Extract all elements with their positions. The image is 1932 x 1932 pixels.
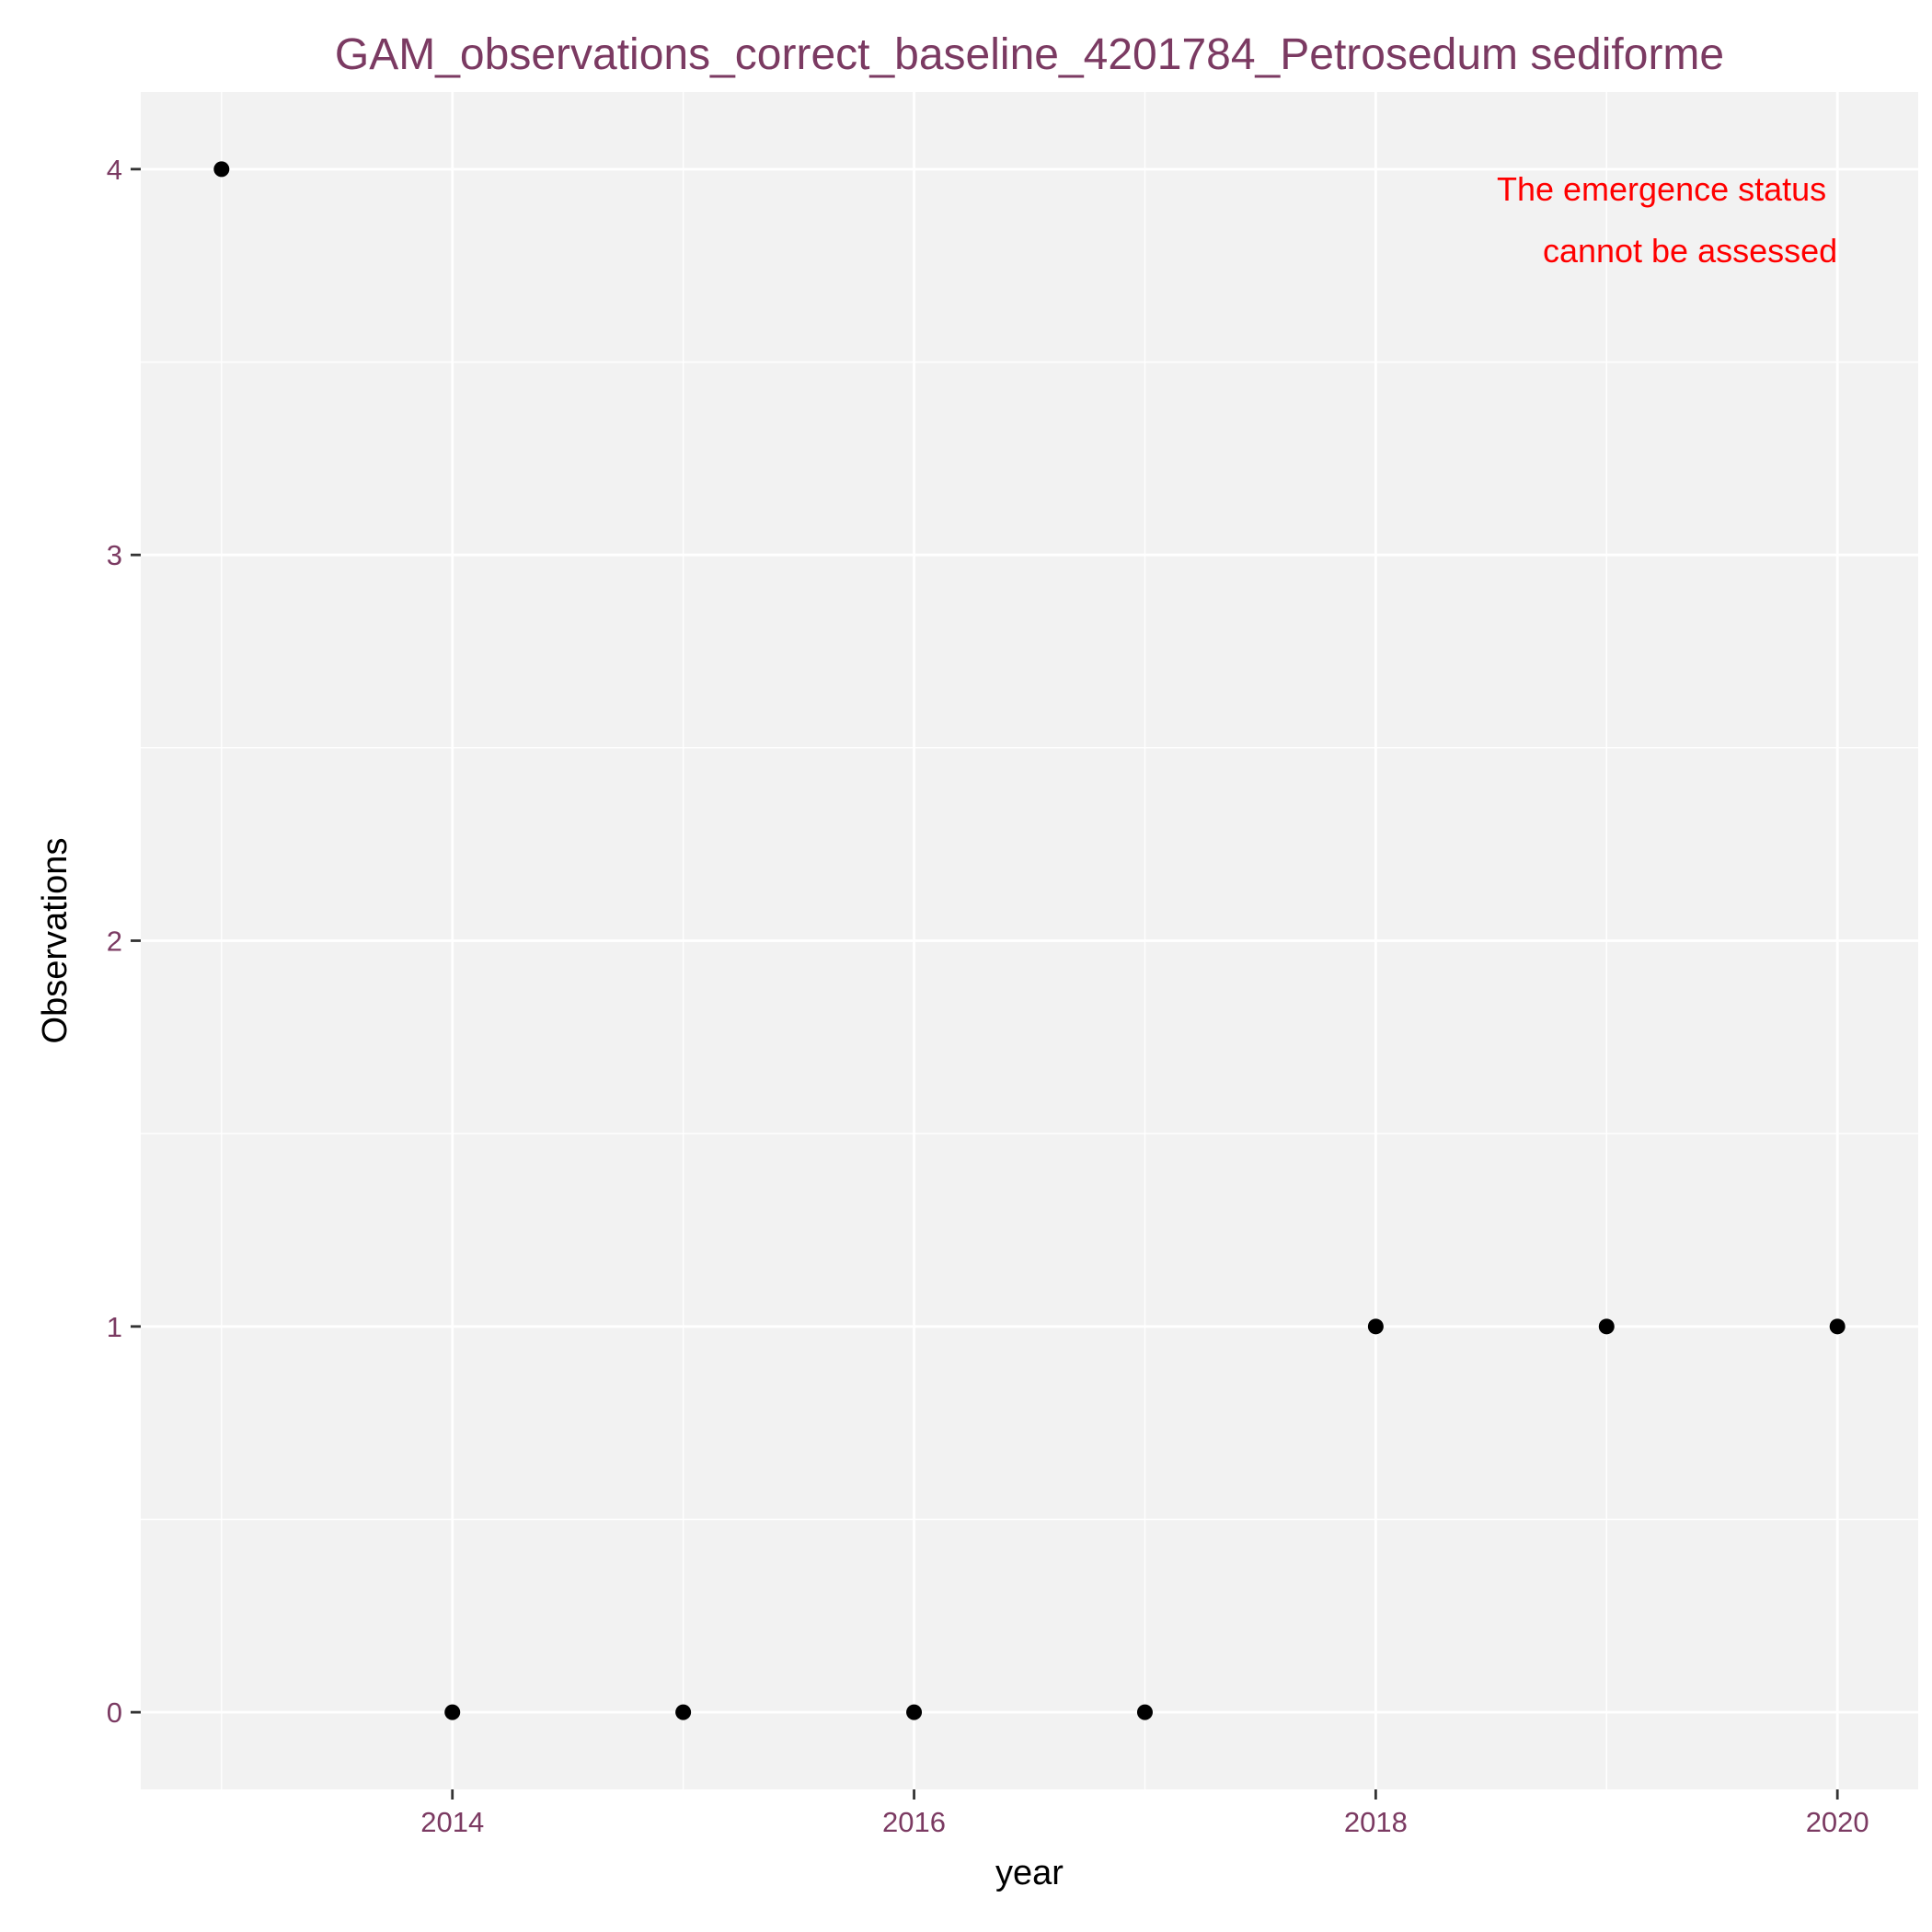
y-tick-label: 0 <box>107 1696 122 1729</box>
data-point <box>1829 1318 1846 1335</box>
x-tick-label: 2018 <box>1344 1806 1408 1838</box>
x-axis: 2014 2016 2018 2020 <box>420 1789 1869 1838</box>
annotation-line-2: cannot be assessed <box>1543 232 1837 270</box>
x-tick-label: 2014 <box>420 1806 484 1838</box>
y-axis-label: Observations <box>36 838 75 1044</box>
y-tick-label: 4 <box>107 154 122 186</box>
data-point <box>675 1704 692 1720</box>
y-tick-label: 1 <box>107 1311 122 1343</box>
data-point <box>1598 1318 1615 1335</box>
chart-title: GAM_observations_correct_baseline_420178… <box>335 30 1724 79</box>
data-points <box>213 161 1846 1720</box>
data-point <box>444 1704 461 1720</box>
x-tick-label: 2016 <box>882 1806 946 1838</box>
x-tick-label: 2020 <box>1806 1806 1869 1838</box>
data-point <box>1367 1318 1384 1335</box>
data-point <box>1136 1704 1153 1720</box>
major-gridlines <box>141 92 1918 1789</box>
data-point <box>906 1704 923 1720</box>
annotation-line-1: The emergence status <box>1497 170 1826 208</box>
y-tick-label: 2 <box>107 926 122 958</box>
x-axis-label: year <box>995 1854 1064 1892</box>
y-tick-label: 3 <box>107 539 122 571</box>
data-point <box>213 161 230 178</box>
y-axis: 0 1 2 3 4 <box>107 154 141 1729</box>
